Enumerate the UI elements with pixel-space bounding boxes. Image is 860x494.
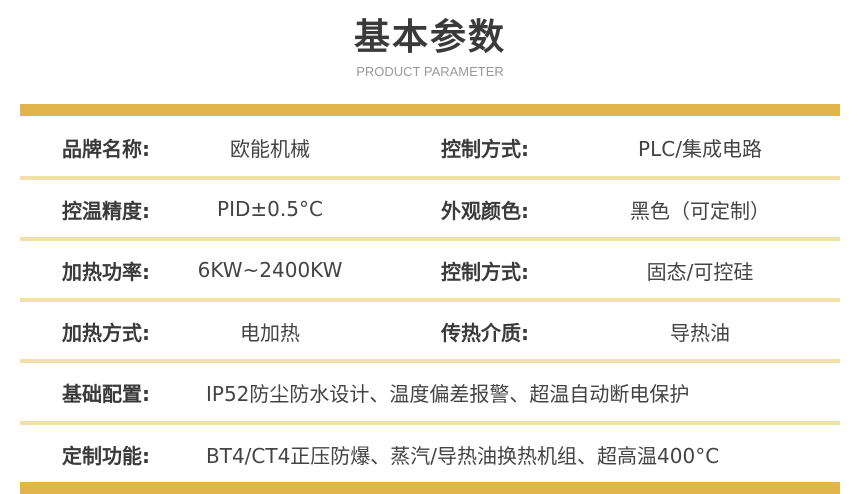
param-value: 固态/可控硅 [646, 259, 754, 284]
param-row: 控温精度: PID±0.5°C 外观颜色: 黑色（可定制） [20, 180, 840, 238]
param-value: 导热油 [670, 320, 730, 345]
param-value: 6KW~2400KW [197, 258, 343, 282]
param-value: 电加热 [240, 320, 300, 345]
param-row: 定制功能: BT4/CT4正压防爆、蒸汽/导热油换热机组、超高温400°C [20, 425, 840, 483]
page-subtitle: PRODUCT PARAMETER [356, 64, 504, 79]
param-value: BT4/CT4正压防爆、蒸汽/导热油换热机组、超高温400°C [206, 443, 720, 468]
param-value: 欧能机械 [230, 136, 310, 161]
page-title: 基本参数 [353, 17, 506, 58]
param-row: 加热方式: 电加热 传热介质: 导热油 [20, 302, 840, 360]
param-label: 基础配置: [62, 381, 150, 406]
param-label: 控温精度: [62, 198, 150, 223]
param-row: 加热功率: 6KW~2400KW 控制方式: 固态/可控硅 [20, 241, 840, 299]
divider [20, 176, 840, 180]
param-value: 黑色（可定制） [630, 198, 770, 223]
param-value: PLC/集成电路 [638, 136, 762, 161]
divider [20, 421, 840, 425]
divider [20, 359, 840, 363]
param-label: 传热介质: [441, 320, 529, 345]
divider [20, 298, 840, 302]
param-label: 外观颜色: [441, 198, 529, 223]
top-bar [20, 104, 840, 116]
param-label: 加热功率: [62, 259, 150, 284]
param-row: 品牌名称: 欧能机械 控制方式: PLC/集成电路 [20, 118, 840, 176]
bottom-bar [20, 482, 840, 494]
param-value: IP52防尘防水设计、温度偏差报警、超温自动断电保护 [206, 381, 690, 406]
param-label: 加热方式: [62, 320, 150, 345]
param-value: PID±0.5°C [217, 197, 323, 221]
divider [20, 237, 840, 241]
param-label: 品牌名称: [62, 136, 150, 161]
param-label: 定制功能: [62, 443, 150, 468]
param-row: 基础配置: IP52防尘防水设计、温度偏差报警、超温自动断电保护 [20, 363, 840, 421]
param-label: 控制方式: [441, 259, 529, 284]
param-label: 控制方式: [441, 136, 529, 161]
